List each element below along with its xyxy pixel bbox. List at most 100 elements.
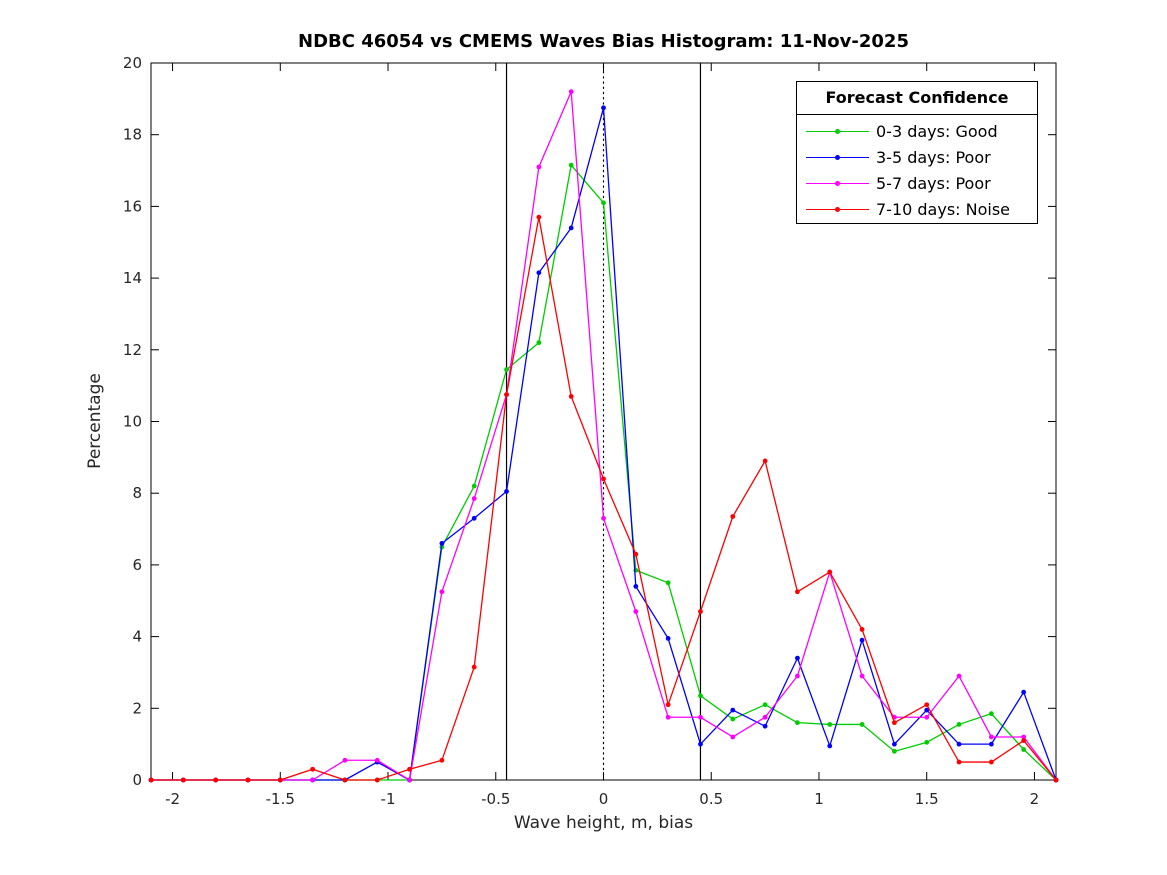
series-marker-0: [568, 162, 574, 168]
series-marker-0: [1021, 747, 1027, 752]
series-marker-3: [795, 589, 800, 595]
series-marker-3: [148, 777, 154, 783]
series-marker-2: [439, 589, 445, 595]
series-marker-0: [859, 722, 865, 727]
series-marker-3: [568, 394, 574, 399]
series-marker-0: [762, 702, 768, 708]
series-marker-1: [536, 270, 542, 276]
series-marker-2: [665, 714, 671, 720]
legend-line-sample: [806, 152, 869, 162]
chart-title: NDBC 46054 vs CMEMS Waves Bias Histogram…: [298, 31, 909, 52]
x-tick-label: -0.5: [481, 790, 510, 808]
legend-marker-dot: [835, 128, 840, 134]
y-tick-label: 12: [123, 341, 142, 359]
series-marker-2: [310, 777, 316, 783]
series-marker-3: [504, 392, 509, 398]
series-marker-3: [180, 777, 186, 783]
series-marker-3: [342, 777, 348, 783]
legend-items: 0-3 days: Good 3-5 days: Poor 5-7 days: Po…: [797, 115, 1037, 222]
x-tick-label: 1: [814, 790, 824, 808]
series-marker-3: [374, 777, 380, 783]
series-marker-0: [795, 720, 800, 726]
x-tick-label: 2: [1030, 790, 1040, 808]
series-marker-2: [633, 609, 639, 614]
series-marker-0: [504, 367, 509, 372]
y-tick-label: 20: [123, 54, 142, 72]
series-marker-1: [730, 707, 736, 713]
series-marker-3: [762, 458, 768, 464]
legend-item-label: 7-10 days: Noise: [876, 199, 1011, 219]
series-marker-0: [536, 340, 542, 346]
legend-title: Forecast Confidence: [797, 82, 1037, 115]
series-marker-2: [342, 757, 348, 763]
series-marker-3: [213, 777, 219, 783]
x-tick-label: -1.5: [266, 790, 295, 808]
series-marker-2: [956, 673, 962, 679]
series-marker-3: [827, 569, 833, 575]
y-tick-label: 10: [123, 413, 142, 431]
x-tick-label: 0.5: [699, 790, 723, 808]
series-marker-3: [471, 664, 477, 670]
y-tick-label: 4: [132, 628, 142, 646]
series-marker-0: [891, 748, 897, 754]
series-marker-1: [1021, 689, 1027, 695]
series-marker-1: [568, 225, 574, 231]
series-marker-1: [924, 707, 930, 713]
series-marker-2: [730, 734, 736, 740]
series-marker-0: [698, 693, 703, 699]
legend-marker-dot: [835, 180, 840, 186]
legend-marker-dot: [835, 206, 840, 212]
series-marker-3: [536, 214, 542, 220]
series-marker-0: [827, 722, 833, 727]
series-marker-3: [277, 777, 283, 783]
series-marker-2: [988, 734, 994, 740]
series-marker-1: [827, 743, 833, 749]
legend-line-sample: [806, 126, 869, 136]
series-marker-0: [601, 200, 606, 206]
series-marker-3: [245, 777, 251, 783]
series-marker-1: [665, 635, 671, 641]
series-marker-1: [762, 723, 768, 729]
series-marker-2: [568, 89, 574, 95]
legend-line-sample: [806, 178, 869, 188]
series-marker-3: [1021, 738, 1027, 743]
legend-item: 3-5 days: Poor: [797, 144, 1037, 170]
series-marker-2: [407, 777, 412, 783]
series-marker-3: [859, 627, 865, 632]
y-tick-label: 18: [123, 126, 142, 144]
series-marker-0: [956, 722, 962, 727]
series-marker-2: [762, 714, 768, 720]
series-marker-3: [601, 476, 606, 482]
series-marker-2: [601, 515, 606, 521]
series-marker-3: [310, 766, 316, 772]
legend-item-label: 3-5 days: Poor: [876, 147, 991, 167]
series-marker-3: [891, 720, 897, 726]
series-marker-1: [504, 489, 509, 494]
legend-item: 0-3 days: Good: [797, 118, 1037, 144]
series-marker-3: [407, 766, 412, 772]
series-marker-0: [471, 483, 477, 489]
series-marker-1: [439, 540, 445, 546]
series-marker-1: [795, 655, 800, 661]
series-marker-0: [665, 580, 671, 586]
series-marker-0: [924, 739, 930, 745]
legend-marker-dot: [835, 154, 840, 160]
series-marker-3: [439, 757, 445, 763]
series-marker-1: [698, 741, 703, 747]
x-axis-label: Wave height, m, bias: [513, 813, 694, 833]
series-marker-1: [633, 584, 639, 589]
x-tick-label: 1.5: [915, 790, 939, 808]
legend-item: 7-10 days: Noise: [797, 196, 1037, 222]
x-tick-label: -1: [381, 790, 396, 808]
series-marker-2: [859, 673, 865, 679]
series-marker-2: [1021, 734, 1027, 740]
series-marker-2: [471, 496, 477, 501]
y-tick-label: 16: [123, 197, 142, 215]
series-marker-1: [601, 105, 606, 111]
series-marker-3: [956, 759, 962, 765]
y-tick-label: 14: [123, 269, 142, 287]
y-tick-label: 2: [132, 699, 142, 717]
series-marker-1: [988, 741, 994, 747]
series-marker-0: [730, 716, 736, 722]
